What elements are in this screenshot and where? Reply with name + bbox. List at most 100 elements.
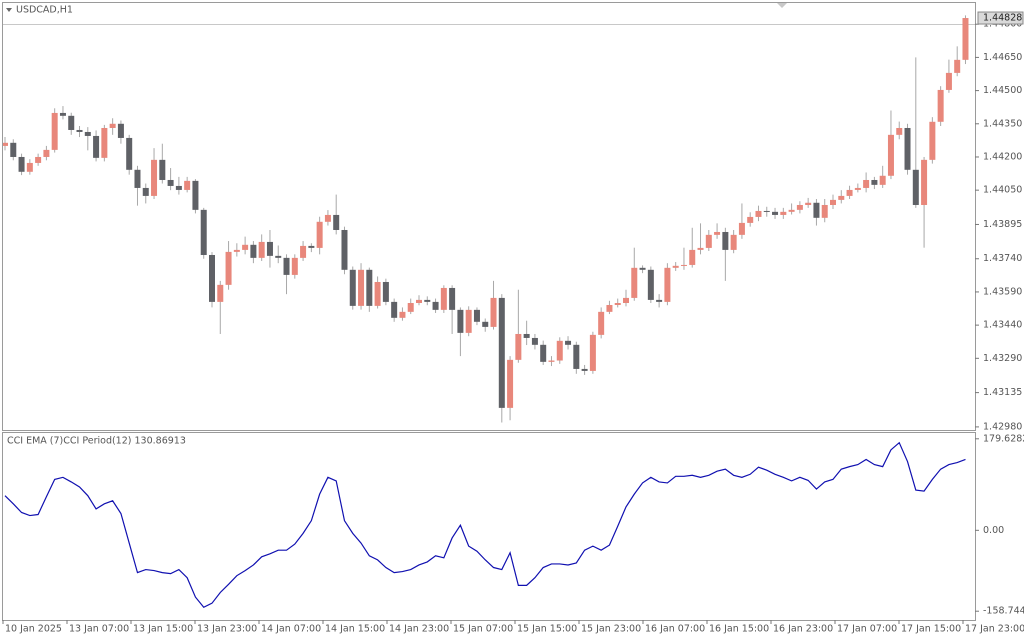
candle-body <box>921 159 928 205</box>
candle-body <box>846 189 853 196</box>
x-tick-label: 14 Jan 15:00 <box>325 624 385 635</box>
candle-body <box>548 360 555 362</box>
candle-body <box>382 281 389 302</box>
candle-body <box>565 340 572 345</box>
candle-body <box>863 179 870 188</box>
candle-body <box>623 297 629 304</box>
candle-body <box>283 257 290 275</box>
candle-body <box>929 121 936 160</box>
candle-body <box>465 309 472 333</box>
candle-body <box>540 344 547 362</box>
candle-body <box>871 179 878 185</box>
candle-body <box>523 333 530 338</box>
y-tick-label: 1.43440 <box>983 320 1022 331</box>
candle-body <box>76 129 83 132</box>
x-tick-label: 17 Jan 07:00 <box>837 624 897 635</box>
y-tick-label: 1.44050 <box>983 185 1022 196</box>
y-tick-label: 1.44350 <box>983 118 1022 129</box>
candle-body <box>35 156 42 163</box>
candle-body <box>821 204 828 218</box>
candle-body <box>258 241 265 258</box>
candle-body <box>43 149 50 157</box>
candle-body <box>772 211 779 215</box>
candle-body <box>647 269 654 300</box>
x-tick-label: 15 Jan 15:00 <box>517 624 577 635</box>
candle-body <box>507 359 514 408</box>
candle-body <box>473 309 480 322</box>
cci-line <box>4 441 966 609</box>
candle-body <box>531 337 538 345</box>
candle-body <box>672 265 679 268</box>
x-tick-label: 15 Jan 07:00 <box>453 624 513 635</box>
candle-body <box>93 135 100 158</box>
candle-body <box>250 244 257 258</box>
candle-body <box>490 297 497 327</box>
candle-body <box>217 284 224 302</box>
candle-body <box>134 169 141 188</box>
candle-body <box>175 185 182 190</box>
y-tick-label: 1.43135 <box>983 387 1022 398</box>
candle-body <box>84 131 91 136</box>
candle-body <box>159 159 166 180</box>
candle-body <box>830 199 836 205</box>
candle-body <box>763 210 770 212</box>
y-tick-label: 1.42980 <box>983 421 1022 432</box>
y-tick-label: 1.43290 <box>983 353 1022 364</box>
candle-body <box>407 303 414 312</box>
candle-body <box>308 245 315 248</box>
price-box <box>977 11 1024 25</box>
candle-body <box>333 214 340 230</box>
candle-body <box>266 241 273 256</box>
x-tick-label: 16 Jan 07:00 <box>645 624 705 635</box>
y-tick-label: 0.00 <box>983 525 1004 536</box>
candle-body <box>59 112 66 116</box>
indicator-title: CCI EMA (7)CCI Period(12) 130.86913 <box>7 436 186 447</box>
candle-body <box>300 245 307 258</box>
candle-body <box>813 202 820 218</box>
candle-body <box>788 209 795 212</box>
dropdown-icon[interactable] <box>6 8 12 12</box>
y-tick-label: 1.44650 <box>983 52 1022 63</box>
candle-body <box>416 299 422 304</box>
candle-body <box>664 267 671 302</box>
x-tick-label: 14 Jan 23:00 <box>389 624 449 635</box>
candle-body <box>730 234 737 250</box>
candle-body <box>18 156 25 172</box>
candle-body <box>242 244 249 250</box>
current-price: 1.44828 <box>983 13 1022 24</box>
candle-body <box>556 340 563 361</box>
candle-body <box>755 210 762 217</box>
window-title: USDCAD,H1 <box>16 5 73 16</box>
candle-body <box>291 257 298 275</box>
candle-body <box>316 221 323 248</box>
candle-body <box>51 112 58 150</box>
candle-body <box>449 287 456 310</box>
candle-body <box>589 334 596 371</box>
candle-body <box>440 287 447 310</box>
candle-body <box>68 115 75 130</box>
candle-body <box>341 229 348 270</box>
candle-body <box>805 202 812 205</box>
x-tick-label: 16 Jan 15:00 <box>709 624 769 635</box>
candle-body <box>151 159 158 196</box>
candle-body <box>954 59 961 73</box>
candle-body <box>126 137 133 170</box>
candle-body <box>366 269 373 306</box>
y-tick-label: -158.7446 <box>983 606 1024 617</box>
candle-body <box>482 321 489 327</box>
candle-body <box>738 222 745 235</box>
candle-body <box>879 175 886 185</box>
candle-body <box>457 309 464 333</box>
x-tick-label: 13 Jan 15:00 <box>133 624 193 635</box>
candle-body <box>581 368 588 371</box>
x-tick-label: 15 Jan 23:00 <box>581 624 641 635</box>
y-tick-label: 1.43895 <box>983 219 1022 230</box>
y-tick-label: 1.43740 <box>983 253 1022 264</box>
candle-body <box>432 301 439 310</box>
candle-body <box>200 209 207 255</box>
x-tick-label: 17 Jan 15:00 <box>901 624 961 635</box>
candle-body <box>689 249 696 265</box>
candle-body <box>391 301 398 318</box>
candle-body <box>714 231 721 235</box>
